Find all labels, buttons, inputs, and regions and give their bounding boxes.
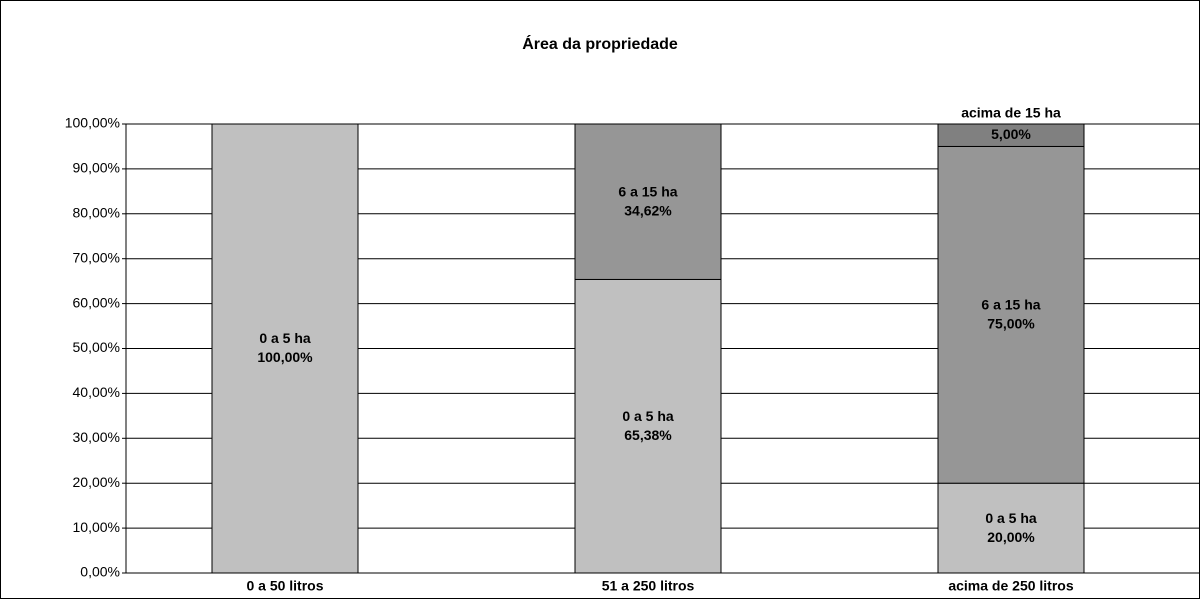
data-label: 75,00% (987, 316, 1035, 332)
segment-name-label: 0 a 5 ha (985, 510, 1037, 526)
x-tick-label: acima de 250 litros (948, 578, 1074, 594)
data-label: 20,00% (987, 529, 1035, 545)
segment-name-label: 0 a 5 ha (259, 330, 311, 346)
bar-segment (937, 145, 1085, 484)
data-label: 34,62% (624, 202, 672, 218)
y-tick-label: 20,00% (73, 474, 120, 490)
y-tick-label: 0,00% (80, 564, 120, 580)
data-label: 65,38% (624, 427, 672, 443)
y-tick-label: 90,00% (73, 160, 120, 176)
bar-segment (211, 123, 359, 574)
y-tick-label: 70,00% (73, 249, 120, 265)
data-label: 100,00% (257, 349, 313, 365)
bar-segment (937, 123, 1085, 147)
segment-name-label: 0 a 5 ha (622, 408, 674, 424)
chart-title: Área da propriedade (522, 34, 678, 53)
y-tick-label: 40,00% (73, 384, 120, 400)
x-tick-label: 51 a 250 litros (602, 578, 695, 594)
bar-segment (574, 278, 722, 574)
y-tick-label: 60,00% (73, 294, 120, 310)
x-tick-label: 0 a 50 litros (246, 578, 323, 594)
data-label: 5,00% (991, 126, 1031, 142)
y-tick-label: 10,00% (73, 519, 120, 535)
bar-segment (574, 123, 722, 280)
segment-name-label: 6 a 15 ha (981, 297, 1040, 313)
bar-segment (937, 482, 1085, 574)
segment-name-label: acima de 15 ha (961, 105, 1061, 121)
segment-name-label: 6 a 15 ha (618, 183, 677, 199)
y-tick-label: 50,00% (73, 339, 120, 355)
y-tick-label: 80,00% (73, 205, 120, 221)
y-tick-label: 30,00% (73, 429, 120, 445)
y-tick-label: 100,00% (65, 115, 120, 131)
